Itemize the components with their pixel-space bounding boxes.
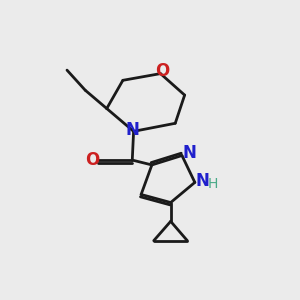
Text: N: N [196, 172, 210, 190]
Text: O: O [85, 151, 99, 169]
Text: H: H [207, 177, 218, 191]
Text: N: N [182, 144, 196, 162]
Text: N: N [125, 121, 139, 139]
Text: O: O [155, 62, 169, 80]
